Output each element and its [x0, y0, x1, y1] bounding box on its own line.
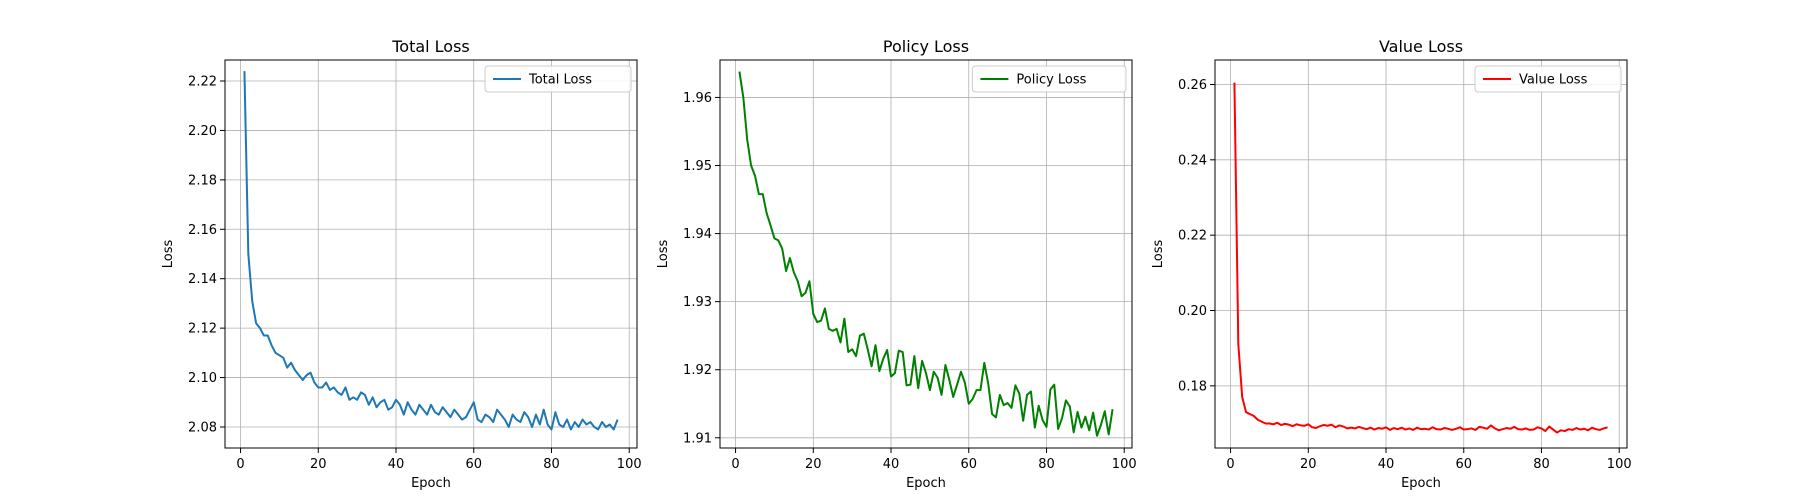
chart-panel-1: 0 20 40 60 80 100 2.08 2.10 2.12 2.14 2.16 2.18 2.20…: [161, 37, 642, 491]
y-tick-label: 2.18: [188, 173, 217, 188]
x-tick-label: 40: [1378, 457, 1395, 472]
y-tick-label: 1.96: [683, 91, 712, 106]
x-tick-label: 20: [310, 457, 327, 472]
y-axis-label: Loss: [1151, 240, 1166, 269]
plot-frame: [719, 59, 1133, 449]
y-tick-label: 0.24: [1178, 153, 1207, 168]
y-tick-label: 2.16: [188, 223, 217, 238]
y-tick-label: 2.12: [188, 322, 217, 337]
x-axis-label: Epoch: [411, 476, 451, 491]
y-tick-label: 0.26: [1178, 78, 1207, 93]
legend-box: [971, 65, 1127, 93]
x-tick-label: 0: [1226, 457, 1234, 472]
x-tick-label: 100: [1607, 457, 1632, 472]
x-axis-label: Epoch: [1401, 476, 1441, 491]
legend-label: Total Loss: [528, 73, 592, 88]
legend: Total Loss: [484, 65, 632, 93]
x-tick-label: 40: [388, 457, 405, 472]
series-line: [243, 71, 619, 431]
x-tick-label: 20: [1300, 457, 1317, 472]
y-tick-label: 1.91: [683, 431, 712, 446]
y-tick-label: 2.22: [188, 75, 217, 90]
x-tick-label: 80: [543, 457, 560, 472]
series-line: [1233, 82, 1608, 434]
plot-frame: [224, 59, 638, 449]
x-tick-label: 20: [805, 457, 822, 472]
x-axis-label: Epoch: [906, 476, 946, 491]
series-line: [738, 71, 1114, 437]
y-tick-label: 1.93: [683, 295, 712, 310]
x-tick-label: 60: [960, 457, 977, 472]
x-tick-label: 60: [1455, 457, 1472, 472]
x-tick-label: 40: [883, 457, 900, 472]
legend-box: [1474, 65, 1622, 93]
x-tick-label: 0: [731, 457, 739, 472]
chart-title: Policy Loss: [883, 37, 969, 56]
y-tick-label: 1.92: [683, 363, 712, 378]
y-tick-label: 0.20: [1178, 304, 1207, 319]
y-tick-label: 2.08: [188, 420, 217, 435]
x-tick-label: 60: [465, 457, 482, 472]
y-tick-label: 2.20: [188, 124, 217, 139]
x-tick-label: 100: [617, 457, 642, 472]
y-axis-label: Loss: [161, 240, 176, 269]
chart-title: Value Loss: [1379, 37, 1463, 56]
chart-panel-3: 0 20 40 60 80 100 0.18 0.20 0.22 0.24 0.26 Value Lo…: [1151, 37, 1632, 491]
x-tick-label: 0: [236, 457, 244, 472]
legend-label: Value Loss: [1519, 73, 1588, 88]
chart-panel-2: 0 20 40 60 80 100 1.91 1.92 1.93 1.94 1.95 1.96 Poli…: [656, 37, 1137, 491]
y-tick-label: 1.94: [683, 227, 712, 242]
legend-label: Policy Loss: [1016, 73, 1086, 88]
y-tick-label: 1.95: [683, 159, 712, 174]
legend: Policy Loss: [971, 65, 1127, 93]
y-tick-label: 0.22: [1178, 229, 1207, 244]
y-tick-label: 2.14: [188, 272, 217, 287]
y-axis-label: Loss: [656, 240, 671, 269]
y-tick-label: 2.10: [188, 371, 217, 386]
x-tick-label: 80: [1533, 457, 1550, 472]
chart-title: Total Loss: [391, 37, 470, 56]
x-tick-label: 100: [1112, 457, 1137, 472]
x-tick-label: 80: [1038, 457, 1055, 472]
legend-box: [484, 65, 632, 93]
legend: Value Loss: [1474, 65, 1622, 93]
plot-frame: [1214, 59, 1628, 449]
y-tick-label: 0.18: [1178, 379, 1207, 394]
